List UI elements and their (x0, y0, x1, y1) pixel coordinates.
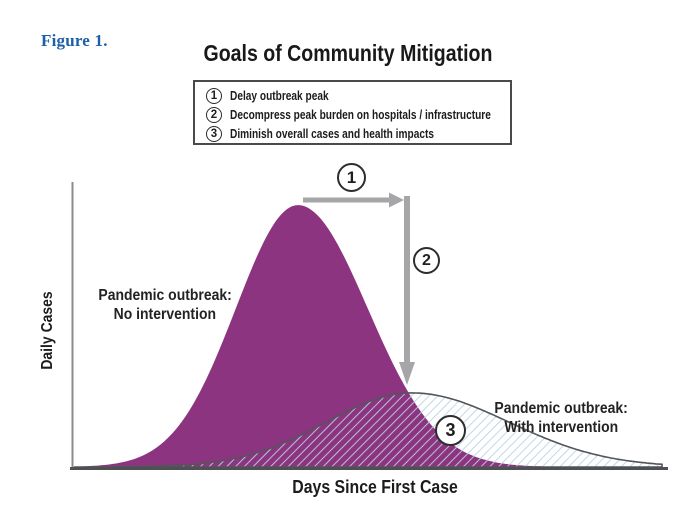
legend-item-label: Delay outbreak peak (230, 88, 329, 103)
with-intervention-label-line1: Pandemic outbreak: (494, 400, 628, 417)
with-intervention-label: Pandemic outbreak: With intervention (478, 399, 644, 437)
chart-title: Goals of Community Mitigation (148, 40, 548, 67)
legend-item-label: Diminish overall cases and health impact… (230, 126, 435, 141)
annotation-3-badge: 3 (435, 415, 466, 446)
no-intervention-label-line2: No intervention (113, 306, 217, 323)
legend-number-3: 3 (210, 127, 218, 140)
legend-item: 2 Decompress peak burden on hospitals / … (206, 105, 510, 124)
legend-number-1-badge: 1 (206, 87, 222, 104)
with-intervention-label-line2: With intervention (504, 419, 618, 436)
mitigation-goals-legend: 1 Delay outbreak peak 2 Decompress peak … (193, 80, 512, 145)
annotation-1-number: 1 (346, 167, 357, 187)
annotation-2-badge: 2 (413, 247, 440, 274)
legend-number-2-badge: 2 (206, 106, 222, 123)
legend-item: 1 Delay outbreak peak (206, 86, 510, 105)
annotation-2-number: 2 (422, 251, 431, 269)
legend-item: 3 Diminish overall cases and health impa… (206, 124, 510, 143)
annotation-3-number: 3 (445, 420, 456, 440)
x-axis-label: Days Since First Case (238, 477, 513, 498)
no-intervention-curve (74, 205, 662, 467)
x-axis-label-text: Days Since First Case (292, 477, 459, 497)
chart-title-text: Goals of Community Mitigation (203, 40, 493, 66)
legend-item-label: Decompress peak burden on hospitals / in… (230, 107, 491, 122)
legend-number-1: 1 (210, 89, 218, 102)
annotation-1-badge: 1 (337, 163, 366, 192)
y-axis-label-text: Daily Cases (39, 290, 56, 370)
decompress-arrow (399, 196, 415, 385)
legend-number-2: 2 (210, 108, 218, 121)
legend-number-3-badge: 3 (206, 125, 222, 142)
no-intervention-label: Pandemic outbreak: No intervention (85, 286, 245, 324)
y-axis-label: Daily Cases (39, 265, 59, 395)
figure-label: Figure 1. (41, 31, 108, 50)
with-intervention-curve (74, 392, 663, 468)
no-intervention-label-line1: Pandemic outbreak: (98, 287, 232, 304)
delay-peak-arrow (303, 192, 404, 208)
